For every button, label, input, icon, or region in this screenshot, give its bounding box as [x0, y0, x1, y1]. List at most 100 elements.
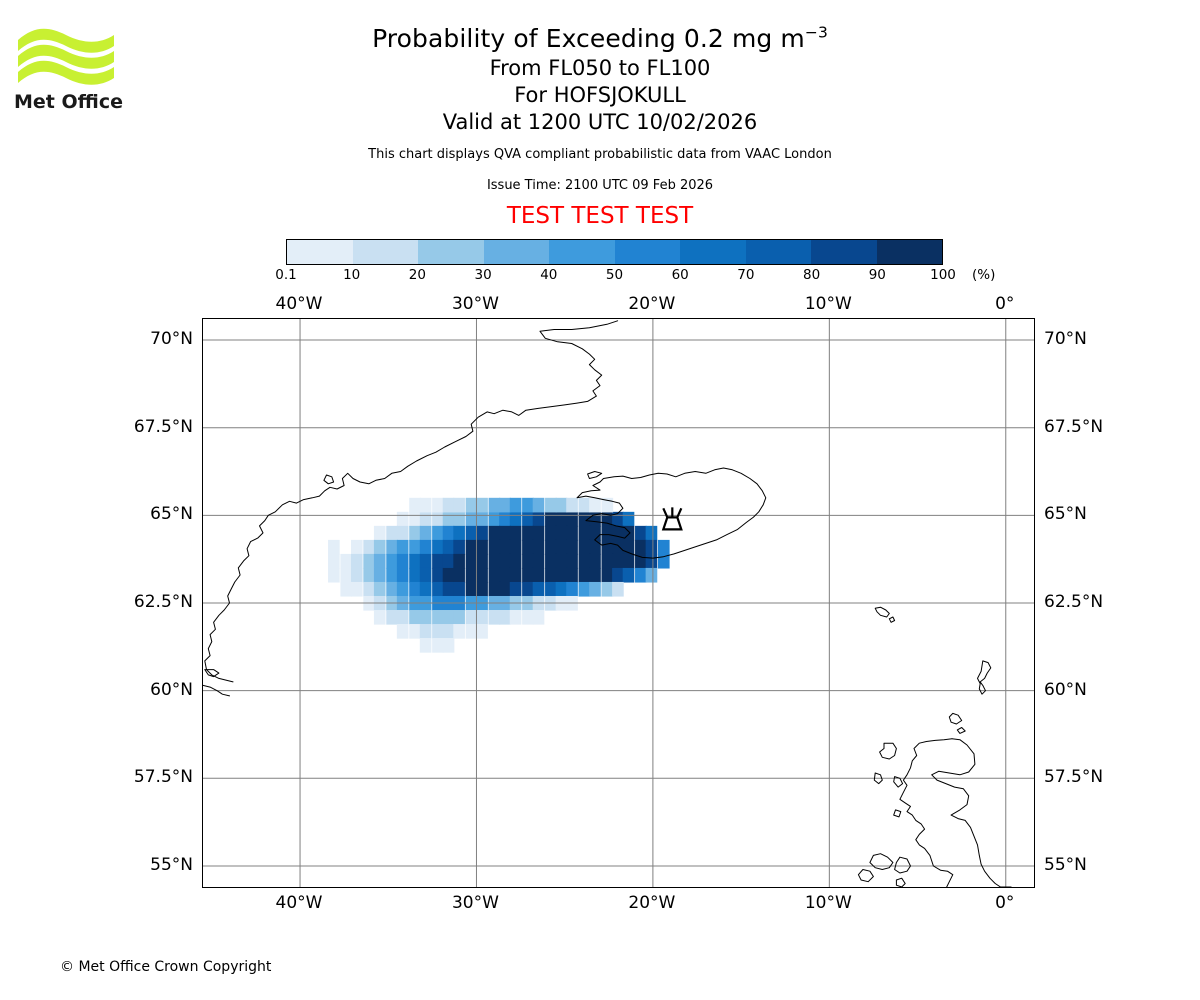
- colorbar-band-9: [876, 240, 942, 264]
- probability-cell: [578, 581, 591, 597]
- probability-cell: [476, 567, 488, 583]
- probability-colorbar: [286, 239, 943, 265]
- probability-cell: [545, 567, 557, 583]
- volcano-plume-icon: [676, 507, 683, 518]
- probability-cell: [363, 539, 375, 555]
- probability-cell: [419, 539, 432, 555]
- colorbar-tick-labels: 0.1 10 20 30 40 50 60 70 80 90 100: [275, 267, 956, 283]
- probability-cell: [350, 539, 363, 555]
- map-svg: [203, 319, 1034, 887]
- probability-cell: [363, 553, 375, 569]
- probability-cell: [328, 539, 340, 555]
- probability-cell: [488, 511, 501, 527]
- probability-cell: [442, 638, 455, 653]
- probability-cell: [612, 567, 624, 583]
- probability-cell: [350, 581, 363, 597]
- probability-cell: [589, 581, 601, 597]
- page-title-text: Probability of Exceeding 0.2 mg m: [372, 24, 805, 53]
- lat-label-right-60°N: 60°N: [1044, 679, 1087, 700]
- colorbar-band-6: [680, 240, 746, 264]
- probability-cell: [488, 567, 501, 583]
- lat-label-left-57.5°N: 57.5°N: [133, 767, 193, 788]
- probability-cell: [442, 553, 455, 569]
- probability-cell: [373, 581, 386, 597]
- probability-cell: [522, 511, 534, 527]
- probability-cell: [373, 525, 386, 541]
- probability-cell: [340, 553, 353, 569]
- probability-cell: [601, 539, 614, 555]
- probability-cell: [499, 511, 511, 527]
- colorbar-tick-50: 50: [605, 267, 624, 283]
- met-office-logo: Met Office: [14, 22, 124, 117]
- probability-cell: [419, 567, 432, 583]
- probability-cell: [532, 553, 545, 569]
- lat-label-right-67.5°N: 67.5°N: [1044, 416, 1104, 437]
- probability-cell: [488, 610, 501, 625]
- probability-cell: [328, 553, 340, 569]
- probability-cell: [386, 525, 398, 541]
- page-title: Probability of Exceeding 0.2 mg m−3: [0, 22, 1200, 55]
- coastline-path: [899, 738, 954, 887]
- probability-cell: [442, 610, 455, 625]
- probability-cell: [409, 497, 421, 513]
- coastline-path: [873, 772, 883, 785]
- probability-cell: [432, 497, 444, 513]
- probability-cell: [419, 581, 432, 597]
- probability-cell: [453, 610, 465, 625]
- coastline-path: [204, 669, 220, 678]
- probability-cell: [545, 511, 557, 527]
- lon-label-bottom-40°W: 40°W: [275, 893, 323, 913]
- probability-cell: [578, 525, 591, 541]
- probability-cell: [442, 567, 455, 583]
- probability-cell: [442, 497, 455, 513]
- probability-cell: [509, 581, 522, 597]
- probability-cell: [612, 581, 624, 597]
- probability-cell: [645, 567, 658, 583]
- valid-time-line: Valid at 1200 UTC 10/02/2026: [442, 110, 758, 134]
- probability-cell: [476, 497, 488, 513]
- probability-cell: [532, 567, 545, 583]
- probability-cell: [499, 567, 511, 583]
- volcano-name-line: For HOFSJOKULL: [514, 83, 686, 107]
- lon-label-top-30°W: 30°W: [451, 294, 499, 314]
- probability-cell: [373, 610, 386, 625]
- probability-cell: [522, 497, 534, 513]
- lat-label-left-67.5°N: 67.5°N: [133, 416, 193, 437]
- probability-cell: [509, 539, 522, 555]
- probability-cell: [396, 581, 409, 597]
- met-office-logo-text: Met Office: [14, 91, 123, 113]
- probability-cell: [566, 539, 578, 555]
- probability-cell: [601, 497, 614, 513]
- probability-cell: [522, 610, 534, 625]
- probability-cell: [532, 610, 545, 625]
- coastline-layer: [203, 320, 1012, 887]
- volcano-body-icon: [661, 516, 683, 531]
- lon-label-top-40°W: 40°W: [275, 294, 323, 314]
- probability-cell: [453, 539, 465, 555]
- probability-cell: [555, 553, 568, 569]
- probability-cell: [396, 525, 409, 541]
- probability-cell: [409, 610, 421, 625]
- probability-cell: [578, 511, 591, 527]
- probability-cell: [409, 553, 421, 569]
- flight-level-range: From FL050 to FL100: [489, 56, 711, 80]
- probability-cell: [622, 525, 635, 541]
- lon-label-top-0°: 0°: [995, 294, 1015, 314]
- probability-cell: [657, 539, 670, 555]
- lat-label-left-55°N: 55°N: [150, 854, 193, 875]
- probability-cell: [465, 567, 478, 583]
- issue-time: Issue Time: 2100 UTC 09 Feb 2026: [486, 178, 714, 193]
- chart-title-block: Probability of Exceeding 0.2 mg m−3 From…: [0, 22, 1200, 231]
- probability-cell: [442, 624, 455, 639]
- qva-note: This chart displays QVA compliant probab…: [368, 147, 832, 162]
- probability-cell: [409, 511, 421, 527]
- probability-cell: [645, 553, 658, 569]
- probability-cell: [442, 581, 455, 597]
- probability-cell: [509, 567, 522, 583]
- probability-cell: [363, 581, 375, 597]
- probability-cell: [589, 497, 601, 513]
- probability-cell: [635, 553, 647, 569]
- probability-cell: [419, 610, 432, 625]
- probability-cell: [622, 511, 635, 527]
- probability-cell: [409, 539, 421, 555]
